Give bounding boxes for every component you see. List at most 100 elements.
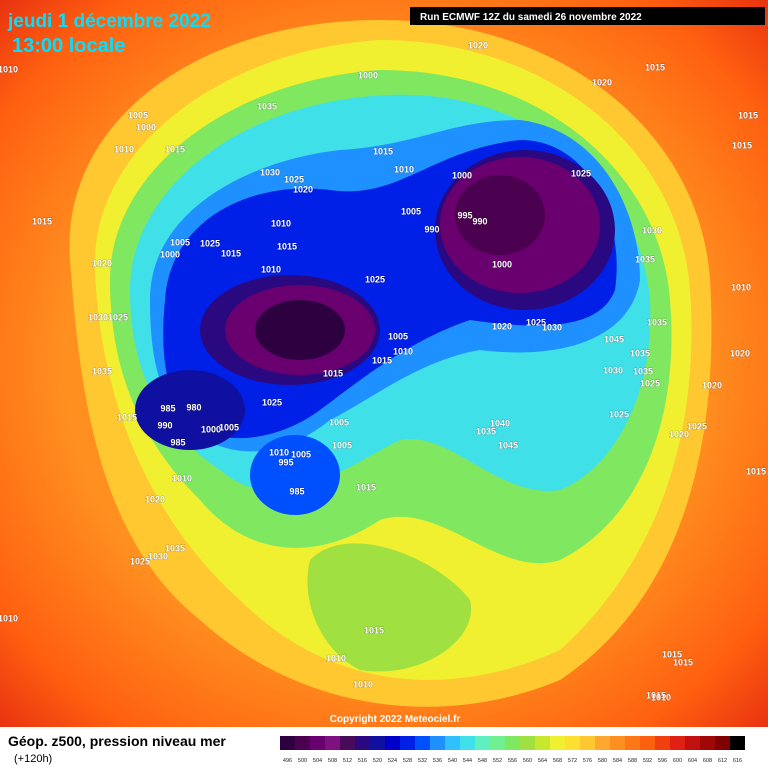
scale-swatch [715,736,730,750]
isobar-label: 990 [472,216,487,226]
isobar-label: 1025 [130,556,150,566]
isobar-label: 1005 [401,206,421,216]
scale-swatch [610,736,625,750]
isobar-label: 1010 [172,473,192,483]
scale-swatch [580,736,595,750]
scale-label: 500 [298,758,307,764]
isobar-label: 1005 [170,237,190,247]
scale-label: 588 [628,758,637,764]
isobar-label: 1010 [651,692,671,702]
isobar-label: 1015 [746,466,766,476]
isobar-label: 1015 [673,657,693,667]
scale-swatch [475,736,490,750]
scale-label: 544 [463,758,472,764]
scale-label: 592 [643,758,652,764]
isobar-label: 1015 [732,140,752,150]
scale-swatch [625,736,640,750]
scale-swatch [400,736,415,750]
isobar-label: 990 [424,224,439,234]
scale-swatch [565,736,580,750]
isobar-label: 1015 [738,110,758,120]
scale-label: 580 [598,758,607,764]
isobar-label: 1000 [358,70,378,80]
isobar-label: 1005 [388,331,408,341]
run-banner [410,7,765,25]
scale-label: 616 [733,758,742,764]
copyright: Copyright 2022 Meteociel.fr [330,714,461,725]
scale-swatch [550,736,565,750]
scale-label: 536 [433,758,442,764]
isobar-label: 1025 [365,274,385,284]
scale-label: 556 [508,758,517,764]
forecast-date: jeudi 1 décembre 2022 [7,11,211,32]
scale-swatch [685,736,700,750]
scale-label: 532 [418,758,427,764]
isobar-label: 1020 [145,494,165,504]
isobar-label: 1010 [353,679,373,689]
color-scale: 496 500 504 508 512 516 520 524 528 532 536 540 544 5… [280,736,745,764]
scale-swatch [385,736,400,750]
isobar-label: 1025 [571,168,591,178]
isobar-label: 1045 [498,440,518,450]
isobar-label: 1030 [148,551,168,561]
isobar-label: 1015 [32,216,52,226]
scale-swatch [640,736,655,750]
isobar-label: 1020 [702,380,722,390]
isobar-label: 1010 [271,218,291,228]
isobar-label: 1000 [492,259,512,269]
scale-label: 600 [673,758,682,764]
scale-swatch [340,736,355,750]
scale-label: 564 [538,758,547,764]
scale-label: 496 [283,758,292,764]
isobar-label: 1045 [604,334,624,344]
isobar-label: 1020 [730,348,750,358]
isobar-labels: 1020 1015 1000 1020 1005 1000 1035 1015 1010 1015… [0,40,767,703]
isobar-label: 1025 [284,174,304,184]
scale-swatch [595,736,610,750]
geopotential-field [69,20,712,707]
isobar-label: 1000 [160,249,180,259]
isobar-label: 1015 [662,649,682,659]
isobar-label: 1035 [635,254,655,264]
isobar-label: 995 [278,457,293,467]
isobar-label: 1035 [476,426,496,436]
scale-label: 528 [403,758,412,764]
scale-swatch [325,736,340,750]
isobar-label: 1010 [394,164,414,174]
isobar-label: 1025 [108,312,128,322]
scale-swatch [310,736,325,750]
isobar-label: 985 [160,403,175,413]
lead-time: (+120h) [14,753,52,765]
isobar-label: 1000 [452,170,472,180]
isobar-label: 1010 [261,264,281,274]
scale-label: 572 [568,758,577,764]
isobar-label: 1000 [201,424,221,434]
isobar-label: 1015 [323,368,343,378]
scale-label: 576 [583,758,592,764]
isobar-label: 1025 [687,421,707,431]
isobar-label: 1020 [669,429,689,439]
scale-swatch [730,736,745,750]
isobar-label: 1010 [114,144,134,154]
scale-label: 568 [553,758,562,764]
scale-swatch [370,736,385,750]
isobar-label: 1005 [128,110,148,120]
isobar-label: 1000 [136,122,156,132]
isobar-label: 1035 [257,101,277,111]
isobar-label: 1010 [731,282,751,292]
forecast-time: 13:00 locale [12,35,125,57]
scale-label: 560 [523,758,532,764]
scale-swatch [655,736,670,750]
scale-label: 552 [493,758,502,764]
isobar-label: 1035 [633,366,653,376]
isobar-label: 1015 [221,248,241,258]
isobar-label: 1020 [468,40,488,50]
isobar-label: 1030 [603,365,623,375]
isobar-label: 1015 [165,144,185,154]
isobar-label: 990 [157,420,172,430]
isobar-label: 1010 [326,653,346,663]
scale-label: 612 [718,758,727,764]
scale-label: 604 [688,758,697,764]
isobar-label: 985 [289,486,304,496]
isobar-label: 1005 [291,449,311,459]
